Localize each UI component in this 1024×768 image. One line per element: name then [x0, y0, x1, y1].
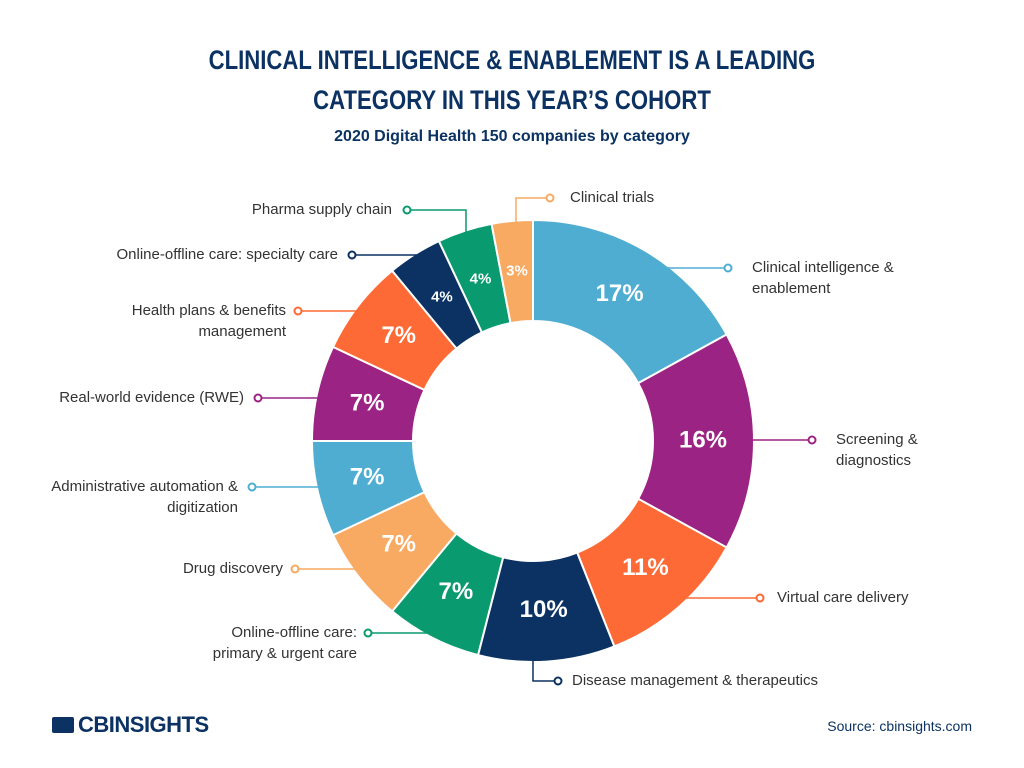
leader-dot — [545, 193, 555, 203]
leader-line — [258, 394, 324, 399]
category-label: Disease management & therapeutics — [572, 672, 818, 689]
leader-line — [252, 486, 324, 488]
value-label: 10% — [520, 596, 568, 623]
leader-line — [747, 439, 812, 441]
value-label: 16% — [679, 426, 727, 453]
category-label: Drug discovery — [182, 560, 283, 577]
leader-line — [298, 309, 364, 312]
value-label: 17% — [596, 280, 644, 307]
chart-subtitle: 2020 Digital Health 150 companies by cat… — [334, 128, 690, 145]
leader-line — [295, 568, 364, 573]
category-label: Clinical trials — [570, 189, 655, 206]
leader-dot — [755, 593, 765, 603]
chart-title: CLINICAL INTELLIGENCE & ENABLEMENT IS A … — [208, 45, 816, 115]
leader-line — [515, 197, 550, 227]
leader-line — [532, 655, 558, 682]
leader-line — [641, 255, 728, 269]
leader-dot — [290, 564, 300, 574]
leader-dot — [402, 205, 412, 215]
slice — [532, 218, 729, 385]
value-label: 3% — [506, 263, 528, 280]
value-label: 7% — [381, 322, 416, 349]
leader-dot — [363, 628, 373, 638]
leader-dot — [553, 676, 563, 686]
slice — [490, 218, 534, 325]
chart-title-box: CLINICAL INTELLIGENCE & ENABLEMENT IS A … — [0, 40, 1024, 120]
leader-dot — [253, 393, 263, 403]
value-label: 7% — [350, 463, 385, 490]
category-label: Online-offline care: primary & urgent ca… — [212, 624, 357, 662]
value-label: 11% — [622, 554, 669, 581]
category-label: Real-world evidence (RWE) — [59, 389, 244, 406]
value-label: 4% — [431, 288, 453, 305]
category-label: Online-offline care: specialty care — [116, 246, 339, 263]
leader-line — [674, 597, 760, 603]
leader-dot — [723, 263, 733, 273]
category-label: Pharma supply chain — [251, 201, 392, 218]
leader-dot — [247, 482, 257, 492]
value-label: 4% — [470, 270, 492, 287]
category-label: Health plans & benefits management — [131, 302, 286, 340]
category-label: Screening & diagnostics — [836, 431, 918, 469]
leader-line — [407, 209, 467, 237]
value-label: 7% — [438, 578, 473, 605]
value-label: 7% — [350, 389, 385, 416]
logo-icon — [0, 0, 1, 1]
category-label: Administrative automation & digitization — [51, 478, 238, 516]
logo-text: CBINSIGHTS — [78, 712, 209, 737]
leader-line — [352, 254, 419, 260]
category-label: Virtual care delivery — [777, 589, 909, 606]
source: Source: cbinsights.com — [827, 718, 972, 734]
leader-dot — [807, 435, 817, 445]
logo: CBINSIGHTS — [52, 712, 209, 738]
leader-dot — [347, 250, 357, 260]
leader-dot — [293, 306, 303, 316]
value-label: 7% — [381, 531, 416, 558]
category-label: Clinical intelligence & enablement — [752, 259, 894, 297]
